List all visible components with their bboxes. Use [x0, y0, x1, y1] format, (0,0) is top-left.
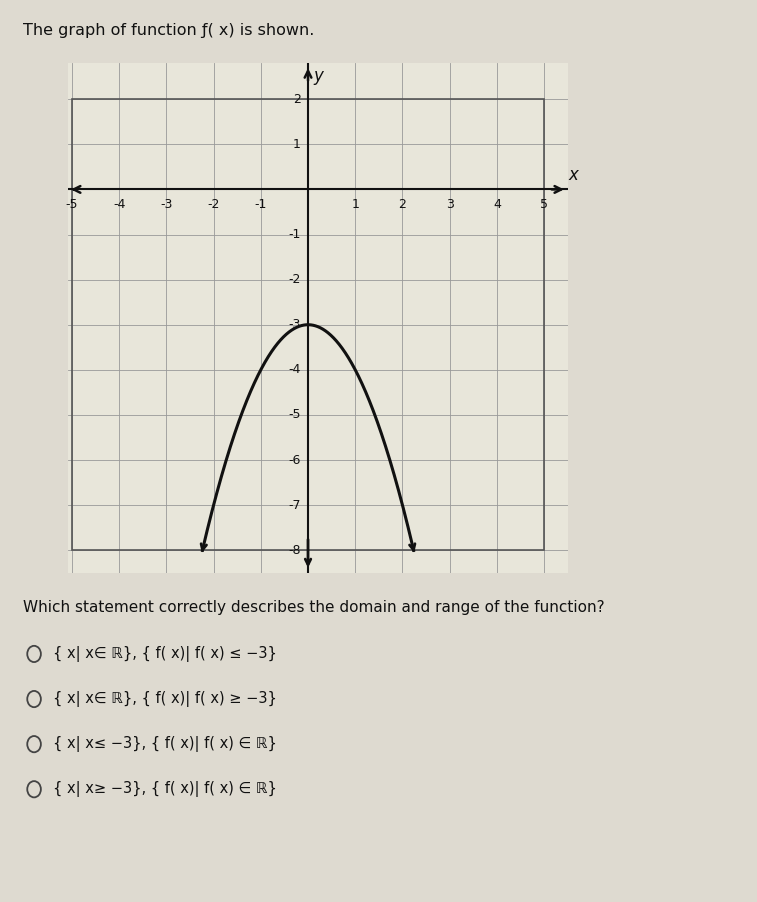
Text: 4: 4 — [493, 198, 501, 210]
Text: -2: -2 — [288, 273, 301, 286]
Text: x: x — [569, 166, 578, 184]
Text: -1: -1 — [254, 198, 267, 210]
Bar — [72, 99, 544, 550]
Text: -5: -5 — [66, 198, 78, 210]
Text: { x| x∈ ℝ}, { f( x)| f( x) ≥ −3}: { x| x∈ ℝ}, { f( x)| f( x) ≥ −3} — [53, 691, 277, 707]
Text: { x| x≤ −3}, { f( x)| f( x) ∈ ℝ}: { x| x≤ −3}, { f( x)| f( x) ∈ ℝ} — [53, 736, 277, 752]
Text: { x| x∈ ℝ}, { f( x)| f( x) ≤ −3}: { x| x∈ ℝ}, { f( x)| f( x) ≤ −3} — [53, 646, 277, 662]
Text: -8: -8 — [288, 544, 301, 557]
Text: Which statement correctly describes the domain and range of the function?: Which statement correctly describes the … — [23, 600, 604, 615]
Text: 1: 1 — [293, 138, 301, 151]
Text: -1: -1 — [288, 228, 301, 241]
Text: -4: -4 — [288, 364, 301, 376]
Text: 2: 2 — [293, 93, 301, 106]
Text: -4: -4 — [113, 198, 126, 210]
Text: 3: 3 — [446, 198, 453, 210]
Text: The graph of function ƒ( x) is shown.: The graph of function ƒ( x) is shown. — [23, 23, 314, 38]
Text: -3: -3 — [160, 198, 173, 210]
Text: -5: -5 — [288, 409, 301, 421]
Text: -6: -6 — [288, 454, 301, 466]
Text: -2: -2 — [207, 198, 220, 210]
Text: -3: -3 — [288, 318, 301, 331]
Text: y: y — [313, 67, 323, 85]
Text: 2: 2 — [398, 198, 407, 210]
Text: -7: -7 — [288, 499, 301, 511]
Text: 1: 1 — [351, 198, 359, 210]
Text: 5: 5 — [540, 198, 548, 210]
Text: { x| x≥ −3}, { f( x)| f( x) ∈ ℝ}: { x| x≥ −3}, { f( x)| f( x) ∈ ℝ} — [53, 781, 277, 797]
